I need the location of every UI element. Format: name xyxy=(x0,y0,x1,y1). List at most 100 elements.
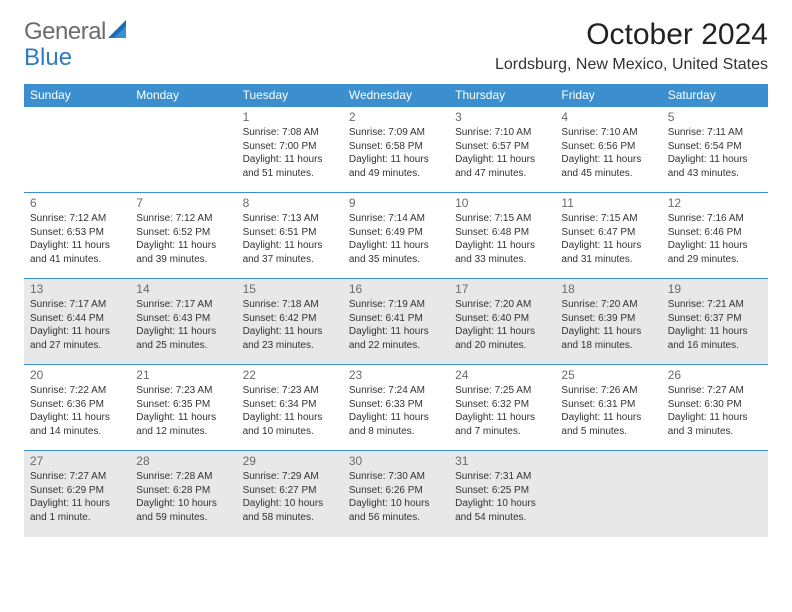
day-details: Sunrise: 7:16 AMSunset: 6:46 PMDaylight:… xyxy=(668,212,762,266)
day-details: Sunrise: 7:24 AMSunset: 6:33 PMDaylight:… xyxy=(349,384,443,438)
calendar-day-cell: 12 Sunrise: 7:16 AMSunset: 6:46 PMDayligh… xyxy=(662,193,768,279)
weekday-wednesday: Wednesday xyxy=(343,84,449,107)
calendar-day-cell: 3 Sunrise: 7:10 AMSunset: 6:57 PMDaylight… xyxy=(449,107,555,193)
weekday-thursday: Thursday xyxy=(449,84,555,107)
logo-word-2: Blue xyxy=(24,44,72,72)
calendar-day-cell: 1 Sunrise: 7:08 AMSunset: 7:00 PMDaylight… xyxy=(237,107,343,193)
day-details: Sunrise: 7:17 AMSunset: 6:43 PMDaylight:… xyxy=(136,298,230,352)
day-details: Sunrise: 7:20 AMSunset: 6:39 PMDaylight:… xyxy=(561,298,655,352)
day-details: Sunrise: 7:22 AMSunset: 6:36 PMDaylight:… xyxy=(30,384,124,438)
day-number: 23 xyxy=(349,368,443,382)
calendar-day-cell: 10 Sunrise: 7:15 AMSunset: 6:48 PMDayligh… xyxy=(449,193,555,279)
day-details: Sunrise: 7:30 AMSunset: 6:26 PMDaylight:… xyxy=(349,470,443,524)
weekday-friday: Friday xyxy=(555,84,661,107)
day-details: Sunrise: 7:18 AMSunset: 6:42 PMDaylight:… xyxy=(243,298,337,352)
calendar-day-cell: 5Sunrise: 7:11 AMSunset: 6:54 PMDaylight… xyxy=(662,107,768,193)
calendar-day-cell: 25 Sunrise: 7:26 AMSunset: 6:31 PMDayligh… xyxy=(555,365,661,451)
day-number: 11 xyxy=(561,196,655,210)
day-number: 28 xyxy=(136,454,230,468)
day-number: 1 xyxy=(243,110,337,124)
day-number: 21 xyxy=(136,368,230,382)
day-details: Sunrise: 7:12 AMSunset: 6:52 PMDaylight:… xyxy=(136,212,230,266)
calendar-day-cell: 23 Sunrise: 7:24 AMSunset: 6:33 PMDayligh… xyxy=(343,365,449,451)
calendar-table: Sunday Monday Tuesday Wednesday Thursday… xyxy=(24,84,768,537)
day-details: Sunrise: 7:28 AMSunset: 6:28 PMDaylight:… xyxy=(136,470,230,524)
weekday-tuesday: Tuesday xyxy=(237,84,343,107)
calendar-week-row: 27 Sunrise: 7:27 AMSunset: 6:29 PMDayligh… xyxy=(24,451,768,537)
day-number: 26 xyxy=(668,368,762,382)
day-number: 13 xyxy=(30,282,124,296)
day-number: 7 xyxy=(136,196,230,210)
day-number: 3 xyxy=(455,110,549,124)
calendar-day-cell: 7 Sunrise: 7:12 AMSunset: 6:52 PMDaylight… xyxy=(130,193,236,279)
calendar-day-cell: 26Sunrise: 7:27 AMSunset: 6:30 PMDayligh… xyxy=(662,365,768,451)
day-number: 12 xyxy=(668,196,762,210)
day-number: 6 xyxy=(30,196,124,210)
calendar-day-cell: 28 Sunrise: 7:28 AMSunset: 6:28 PMDayligh… xyxy=(130,451,236,537)
location-text: Lordsburg, New Mexico, United States xyxy=(495,56,768,74)
day-details: Sunrise: 7:23 AMSunset: 6:35 PMDaylight:… xyxy=(136,384,230,438)
calendar-day-cell: 8Sunrise: 7:13 AMSunset: 6:51 PMDaylight… xyxy=(237,193,343,279)
page-header: General October 2024 Lordsburg, New Mexi… xyxy=(24,18,768,74)
day-number: 24 xyxy=(455,368,549,382)
day-number: 18 xyxy=(561,282,655,296)
weekday-saturday: Saturday xyxy=(662,84,768,107)
calendar-week-row: 1 Sunrise: 7:08 AMSunset: 7:00 PMDaylight… xyxy=(24,107,768,193)
month-title: October 2024 xyxy=(495,18,768,52)
day-details: Sunrise: 7:31 AMSunset: 6:25 PMDaylight:… xyxy=(455,470,549,524)
day-details: Sunrise: 7:09 AMSunset: 6:58 PMDaylight:… xyxy=(349,126,443,180)
calendar-day-cell: 20 Sunrise: 7:22 AMSunset: 6:36 PMDayligh… xyxy=(24,365,130,451)
calendar-day-cell: 27 Sunrise: 7:27 AMSunset: 6:29 PMDayligh… xyxy=(24,451,130,537)
day-number: 20 xyxy=(30,368,124,382)
logo-word-1: General xyxy=(24,18,106,46)
logo: General xyxy=(24,18,130,46)
calendar-day-cell: 14 Sunrise: 7:17 AMSunset: 6:43 PMDayligh… xyxy=(130,279,236,365)
day-number: 29 xyxy=(243,454,337,468)
day-details: Sunrise: 7:17 AMSunset: 6:44 PMDaylight:… xyxy=(30,298,124,352)
day-details: Sunrise: 7:27 AMSunset: 6:29 PMDaylight:… xyxy=(30,470,124,524)
calendar-day-cell: 21 Sunrise: 7:23 AMSunset: 6:35 PMDayligh… xyxy=(130,365,236,451)
calendar-day-cell: 4 Sunrise: 7:10 AMSunset: 6:56 PMDaylight… xyxy=(555,107,661,193)
day-details: Sunrise: 7:15 AMSunset: 6:47 PMDaylight:… xyxy=(561,212,655,266)
day-details: Sunrise: 7:08 AMSunset: 7:00 PMDaylight:… xyxy=(243,126,337,180)
day-details: Sunrise: 7:12 AMSunset: 6:53 PMDaylight:… xyxy=(30,212,124,266)
day-details: Sunrise: 7:26 AMSunset: 6:31 PMDaylight:… xyxy=(561,384,655,438)
logo-sail-icon xyxy=(108,20,130,40)
calendar-day-cell: 9Sunrise: 7:14 AMSunset: 6:49 PMDaylight… xyxy=(343,193,449,279)
day-details: Sunrise: 7:25 AMSunset: 6:32 PMDaylight:… xyxy=(455,384,549,438)
calendar-day-cell: 24 Sunrise: 7:25 AMSunset: 6:32 PMDayligh… xyxy=(449,365,555,451)
day-number: 9 xyxy=(349,196,443,210)
title-block: October 2024 Lordsburg, New Mexico, Unit… xyxy=(495,18,768,74)
weekday-sunday: Sunday xyxy=(24,84,130,107)
calendar-day-cell: 31 Sunrise: 7:31 AMSunset: 6:25 PMDayligh… xyxy=(449,451,555,537)
calendar-day-cell xyxy=(130,107,236,193)
calendar-day-cell: 15Sunrise: 7:18 AMSunset: 6:42 PMDayligh… xyxy=(237,279,343,365)
day-number: 27 xyxy=(30,454,124,468)
day-details: Sunrise: 7:15 AMSunset: 6:48 PMDaylight:… xyxy=(455,212,549,266)
day-number: 22 xyxy=(243,368,337,382)
calendar-day-cell: 29Sunrise: 7:29 AMSunset: 6:27 PMDayligh… xyxy=(237,451,343,537)
calendar-day-cell xyxy=(555,451,661,537)
day-details: Sunrise: 7:10 AMSunset: 6:56 PMDaylight:… xyxy=(561,126,655,180)
day-number: 10 xyxy=(455,196,549,210)
day-number: 4 xyxy=(561,110,655,124)
calendar-day-cell: 11 Sunrise: 7:15 AMSunset: 6:47 PMDayligh… xyxy=(555,193,661,279)
calendar-day-cell: 30 Sunrise: 7:30 AMSunset: 6:26 PMDayligh… xyxy=(343,451,449,537)
day-number: 31 xyxy=(455,454,549,468)
day-number: 25 xyxy=(561,368,655,382)
calendar-day-cell: 2 Sunrise: 7:09 AMSunset: 6:58 PMDaylight… xyxy=(343,107,449,193)
day-number: 5 xyxy=(668,110,762,124)
day-details: Sunrise: 7:20 AMSunset: 6:40 PMDaylight:… xyxy=(455,298,549,352)
calendar-week-row: 20 Sunrise: 7:22 AMSunset: 6:36 PMDayligh… xyxy=(24,365,768,451)
day-number: 16 xyxy=(349,282,443,296)
calendar-day-cell xyxy=(24,107,130,193)
day-details: Sunrise: 7:23 AMSunset: 6:34 PMDaylight:… xyxy=(243,384,337,438)
day-number: 14 xyxy=(136,282,230,296)
day-number: 30 xyxy=(349,454,443,468)
day-number: 8 xyxy=(243,196,337,210)
day-details: Sunrise: 7:21 AMSunset: 6:37 PMDaylight:… xyxy=(668,298,762,352)
day-number: 2 xyxy=(349,110,443,124)
calendar-day-cell: 18 Sunrise: 7:20 AMSunset: 6:39 PMDayligh… xyxy=(555,279,661,365)
day-details: Sunrise: 7:10 AMSunset: 6:57 PMDaylight:… xyxy=(455,126,549,180)
calendar-week-row: 13 Sunrise: 7:17 AMSunset: 6:44 PMDayligh… xyxy=(24,279,768,365)
